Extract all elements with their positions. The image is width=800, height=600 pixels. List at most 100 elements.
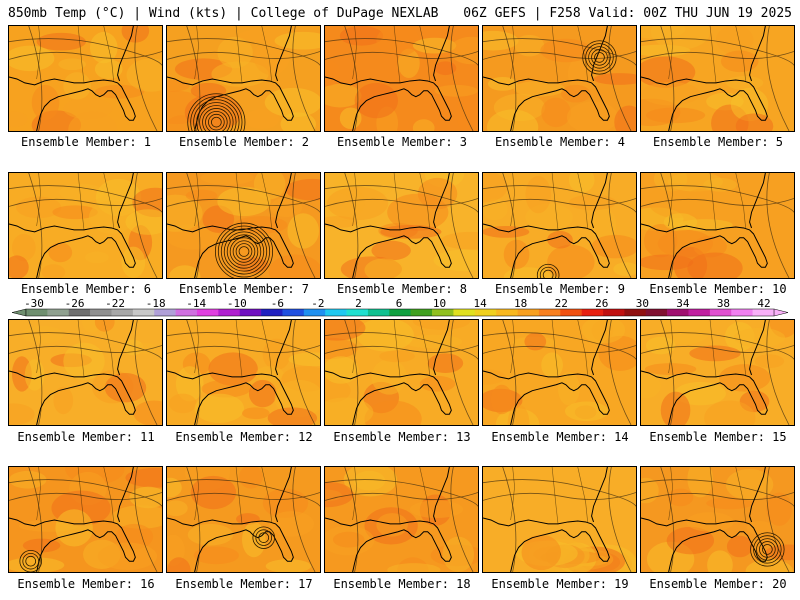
isobar-line: [167, 492, 320, 501]
coastline: [9, 370, 136, 425]
ensemble-member-label: Ensemble Member: 18: [333, 577, 471, 591]
colorbar-tick-label: 6: [396, 298, 403, 310]
ensemble-member-label: Ensemble Member: 9: [494, 282, 626, 296]
colorbar-tick-label: 42: [757, 298, 770, 310]
coastline: [641, 517, 768, 572]
isobar-line: [483, 198, 636, 207]
state-border: [235, 467, 243, 524]
isobar-line: [167, 479, 320, 507]
colorbar-tick-label: -18: [146, 298, 166, 310]
colorbar-tick-label: 22: [555, 298, 568, 310]
isobar-line: [292, 26, 316, 131]
coastline: [325, 76, 452, 131]
temperature-field-map: [483, 26, 636, 131]
temperature-field-map: [9, 320, 162, 425]
state-border: [709, 320, 717, 377]
model-run-valid-time: 06Z GEFS | F258 Valid: 00Z THU JUN 19 20…: [463, 6, 792, 21]
coastline: [483, 223, 610, 278]
isobar-line: [344, 26, 359, 131]
state-border: [577, 467, 588, 522]
state-border: [551, 467, 559, 524]
colorbar-swatch: [474, 309, 497, 316]
isobar-line: [134, 320, 158, 425]
state-border: [36, 320, 41, 374]
state-border: [393, 320, 401, 377]
ensemble-member-label: Ensemble Member: 8: [336, 282, 468, 296]
state-border: [194, 26, 199, 80]
temperature-field-map: [641, 467, 794, 572]
state-border: [510, 173, 515, 227]
colorbar-tick-label: 26: [595, 298, 608, 310]
chart-title: 850mb Temp (°C) | Wind (kts) | College o…: [8, 6, 439, 21]
colorbar-swatch: [496, 309, 518, 316]
state-border: [235, 26, 243, 83]
ensemble-member-label: Ensemble Member: 11: [17, 430, 155, 444]
colorbar-swatch: [410, 309, 433, 316]
isobar-line: [9, 38, 162, 66]
ensemble-member-label: Ensemble Member: 4: [494, 135, 626, 149]
isobar-line: [167, 332, 320, 360]
colorbar-swatch: [154, 309, 176, 316]
isobar-line: [9, 185, 162, 213]
state-border: [352, 467, 357, 521]
colorbar-tick-label: 10: [433, 298, 446, 310]
isobar-line: [766, 173, 790, 278]
colorbar-tick-label: -30: [24, 298, 44, 310]
isobar-line: [641, 332, 794, 360]
temperature-field-map: [325, 467, 478, 572]
state-border: [103, 320, 114, 375]
ensemble-map-panel: [166, 172, 321, 279]
coastline: [325, 370, 452, 425]
temperature-field-map: [167, 467, 320, 572]
colorbar-swatch: [624, 309, 647, 316]
coastline: [167, 370, 294, 425]
isobar-line: [483, 185, 636, 213]
isobar-line: [9, 51, 162, 60]
coastline: [167, 223, 294, 278]
isobar-line: [766, 320, 790, 425]
isobar-line: [325, 198, 478, 207]
state-border: [735, 173, 746, 228]
state-border: [36, 467, 41, 521]
temperature-field-map: [641, 173, 794, 278]
ensemble-member-label: Ensemble Member: 1: [20, 135, 152, 149]
colorbar-swatch: [261, 309, 283, 316]
ensemble-map-panel: [640, 319, 795, 426]
colorbar-tick-label: -22: [105, 298, 125, 310]
colorbar-swatch: [389, 309, 411, 316]
state-border: [735, 320, 746, 375]
state-border: [668, 26, 673, 80]
isobar-line: [608, 320, 632, 425]
isobar-line: [9, 479, 162, 507]
temperature-field-map: [325, 26, 478, 131]
colorbar-swatch: [645, 309, 668, 316]
isobar-line: [660, 467, 675, 572]
temperature-field-map: [9, 173, 162, 278]
ensemble-map-panel: [640, 172, 795, 279]
temperature-colorbar: -30 -26 -22 -18 -14 -10 -6 -2 2 6 10 14 18 22 26 30 34 38…: [0, 298, 800, 324]
colorbar-high-arrow: [773, 308, 789, 317]
isobar-line: [9, 492, 162, 501]
state-border: [419, 467, 430, 522]
isobar-line: [483, 38, 636, 66]
colorbar-swatch: [367, 309, 390, 316]
temperature-field-map: [9, 26, 162, 131]
isobar-line: [134, 26, 158, 131]
colorbar-swatch: [688, 309, 711, 316]
isobar-line: [450, 320, 474, 425]
isobar-line: [9, 198, 162, 207]
state-border: [261, 320, 272, 375]
coastline: [9, 76, 136, 131]
isobar-line: [9, 332, 162, 360]
state-border: [194, 173, 199, 227]
state-border: [419, 26, 430, 81]
state-border: [577, 320, 588, 375]
ensemble-map-panel: [640, 466, 795, 573]
temperature-field-map: [167, 320, 320, 425]
temperature-field-map: [641, 26, 794, 131]
ensemble-map-panel: [8, 466, 163, 573]
isobar-line: [766, 26, 790, 131]
state-border: [668, 173, 673, 227]
state-border: [36, 26, 41, 80]
low-pressure-center: [19, 550, 42, 572]
